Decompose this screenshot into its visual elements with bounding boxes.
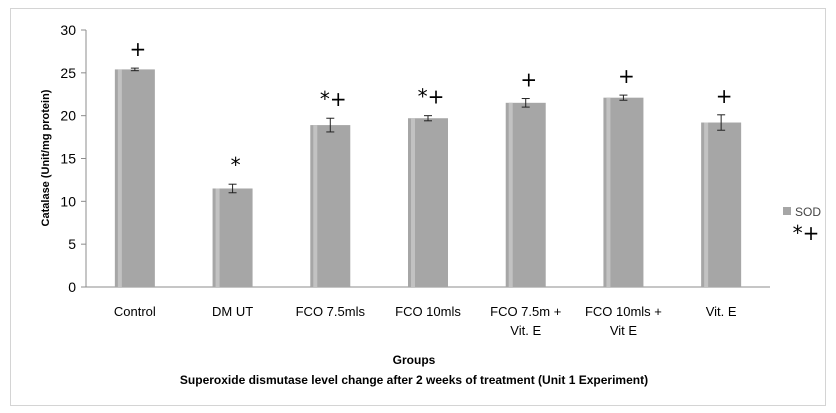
y-tick-label: 0 (68, 279, 76, 295)
significance-marker: + (618, 64, 635, 88)
significance-marker: + (520, 68, 537, 92)
legend-label: SOD (795, 205, 821, 219)
bar-highlight (606, 97, 611, 287)
x-tick-label: FCO 7.5m + (490, 304, 561, 319)
y-tick-label: 25 (60, 65, 76, 81)
bar-highlight (411, 118, 415, 287)
legend-marker: *+ (793, 221, 820, 245)
bar-highlight (508, 102, 513, 287)
bar-highlight (704, 122, 709, 288)
chart-caption: Superoxide dismutase level change after … (180, 373, 648, 387)
significance-marker: + (129, 37, 146, 61)
y-tick-label: 15 (60, 151, 76, 167)
significance-marker: *+ (418, 85, 445, 109)
x-tick-label: FCO 10mls (395, 304, 461, 319)
x-tick-label: FCO 7.5mls (296, 304, 366, 319)
y-tick-label: 30 (60, 22, 76, 38)
x-tick-label: Vit. E (510, 323, 541, 338)
bar-highlight (117, 69, 122, 287)
y-axis-title: Catalase (Unit/mg protein) (40, 89, 52, 226)
bar-highlight (215, 188, 220, 287)
x-axis-title: Groups (393, 353, 436, 367)
x-tick-label: Control (114, 304, 156, 319)
x-tick-label: FCO 10mls + (585, 304, 662, 319)
bar-highlight (313, 125, 318, 287)
x-tick-label: Vit. E (706, 304, 737, 319)
significance-marker: * (231, 153, 241, 177)
x-tick-label: Vit E (610, 323, 638, 338)
y-tick-label: 20 (60, 108, 76, 124)
y-tick-label: 10 (60, 193, 76, 209)
x-tick-label: DM UT (212, 304, 253, 319)
significance-marker: + (716, 84, 733, 108)
y-tick-label: 5 (68, 236, 76, 252)
legend-swatch (783, 207, 791, 215)
significance-marker: *+ (320, 87, 347, 111)
